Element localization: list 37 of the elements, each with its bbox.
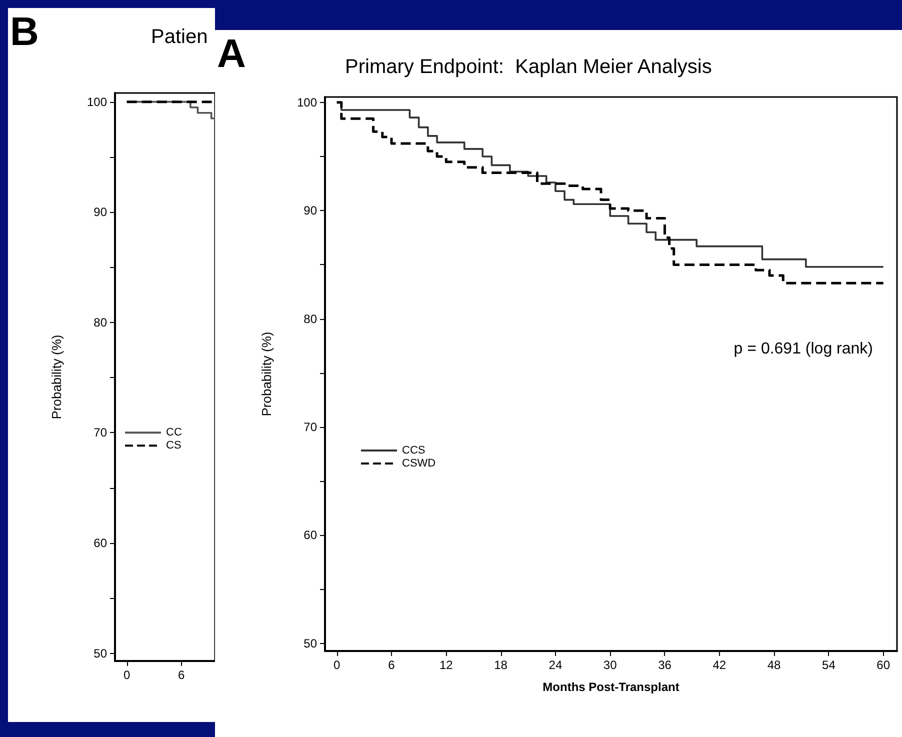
- legend-label: CS: [166, 440, 182, 452]
- y-tick-label: 90: [304, 204, 318, 218]
- y-tick-label: 50: [304, 636, 318, 650]
- chart-title: Patien: [151, 26, 208, 48]
- y-tick-label: 90: [94, 205, 108, 220]
- x-tick-label: 0: [123, 668, 130, 682]
- y-axis-title: Probability (%): [259, 332, 274, 416]
- annotation: p = 0.691 (log rank): [734, 340, 874, 358]
- y-tick-label: 70: [94, 426, 108, 440]
- x-tick-label: 60: [876, 658, 890, 672]
- text: B: [10, 10, 39, 54]
- chart-title: Primary Endpoint: Kaplan Meier Analysis: [345, 56, 712, 78]
- y-tick-label: 80: [304, 312, 318, 326]
- x-tick-label: 36: [658, 658, 672, 672]
- legend-label: CSWD: [402, 458, 436, 470]
- y-tick-label: 60: [304, 528, 318, 542]
- y-tick-label: 100: [86, 94, 108, 109]
- legend-label: CC: [166, 426, 182, 439]
- y-axis-title: Probability (%): [49, 334, 64, 420]
- y-tick-label: 80: [94, 315, 108, 330]
- x-tick-label: 42: [712, 658, 726, 672]
- x-tick-label: 48: [767, 658, 782, 672]
- x-axis-title: Months Post-Transplant: [542, 680, 680, 694]
- x-tick-label: 6: [388, 658, 396, 672]
- legend-label: CCS: [402, 444, 426, 457]
- y-tick-label: 50: [94, 646, 108, 660]
- text: A: [217, 32, 246, 76]
- y-tick-label: 70: [304, 420, 318, 434]
- x-tick-label: 6: [178, 668, 186, 682]
- y-tick-label: 100: [296, 95, 318, 110]
- x-tick-label: 0: [333, 658, 340, 672]
- x-tick-label: 30: [603, 658, 618, 672]
- x-tick-label: 24: [548, 658, 562, 672]
- x-tick-label: 54: [822, 658, 836, 672]
- y-tick-label: 60: [94, 536, 108, 550]
- x-tick-label: 18: [494, 658, 508, 672]
- x-tick-label: 12: [439, 658, 454, 672]
